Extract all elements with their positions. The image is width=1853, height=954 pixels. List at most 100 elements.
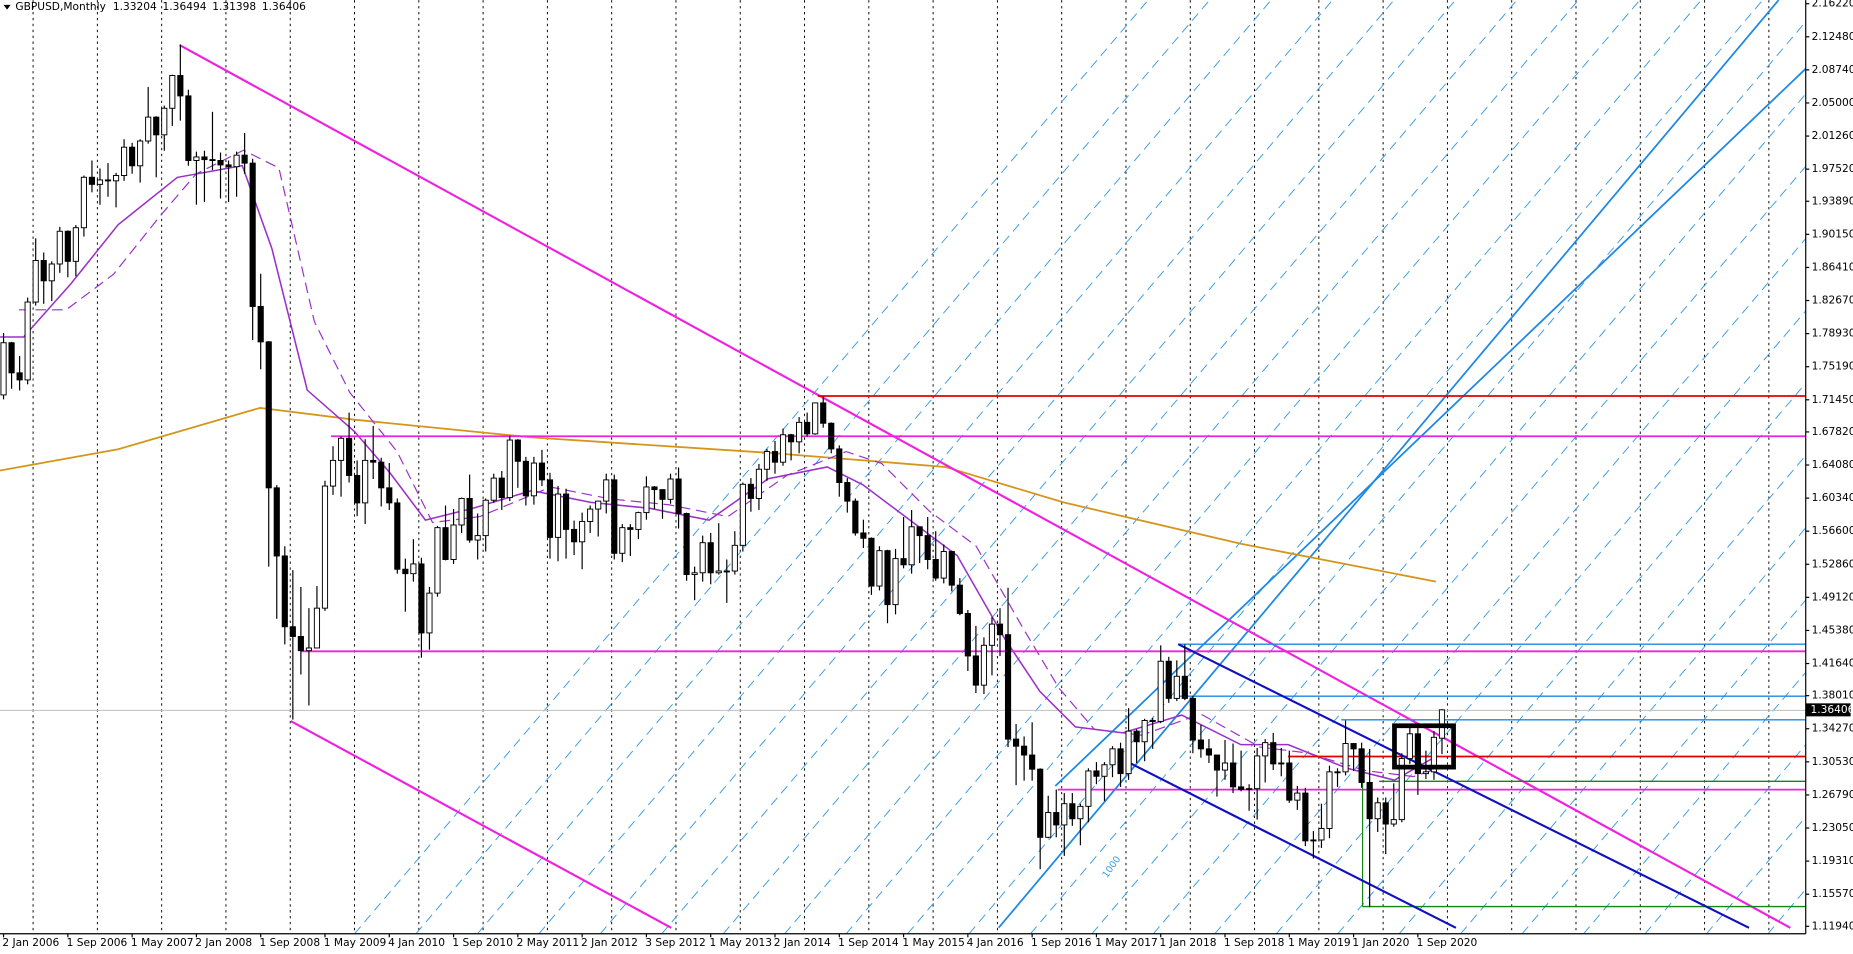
- candle-body: [137, 140, 144, 167]
- candle-body: [579, 520, 586, 543]
- candle-body: [659, 489, 666, 500]
- candle-body: [731, 544, 738, 572]
- candle-body: [418, 563, 425, 634]
- candle-body: [32, 259, 39, 303]
- candle-body: [876, 550, 883, 587]
- candle-body: [900, 558, 907, 566]
- candle-body: [56, 230, 63, 265]
- candle-body: [153, 116, 160, 136]
- candle-body: [1029, 754, 1036, 770]
- candle-body: [506, 439, 513, 499]
- fan-line: [1398, 454, 1806, 934]
- candle-body: [209, 159, 216, 162]
- candle-body: [1246, 788, 1253, 791]
- candle-body: [1141, 720, 1148, 743]
- close: 1.36406: [262, 0, 306, 13]
- candle-body: [828, 422, 835, 450]
- x-tick-label: 1 Sep 2010: [452, 936, 513, 949]
- candle-body: [820, 402, 827, 424]
- x-tick-label: 1 Sep 2018: [1224, 936, 1285, 949]
- fan-line: [599, 0, 1395, 934]
- high: 1.36494: [163, 0, 207, 13]
- candles: [0, 44, 1446, 908]
- candle-body: [892, 558, 899, 606]
- y-tick-label: 1.78930: [1812, 327, 1853, 340]
- candle-body: [1149, 720, 1156, 722]
- candle-body: [450, 524, 457, 560]
- candle-body: [249, 162, 256, 307]
- candle-body: [1398, 758, 1405, 821]
- candle-body: [305, 647, 312, 652]
- candle-body: [0, 342, 7, 396]
- x-tick-label: 1 May 2017: [1095, 936, 1158, 949]
- y-tick-label: 1.90150: [1812, 227, 1853, 240]
- candle-body: [715, 570, 722, 574]
- candle-body: [241, 154, 248, 164]
- candle-body: [1238, 786, 1245, 791]
- candle-body: [64, 230, 71, 262]
- ma-200: [0, 406, 1437, 583]
- y-tick-label: 1.52860: [1812, 557, 1853, 570]
- x-tick-label: 1 May 2013: [710, 936, 773, 949]
- candle-body: [667, 478, 674, 500]
- candle-body: [217, 160, 224, 166]
- candle-body: [233, 154, 240, 168]
- candle-body: [378, 461, 385, 489]
- candle-body: [587, 508, 594, 522]
- candle-body: [329, 459, 337, 487]
- candle-body: [1294, 792, 1301, 801]
- candle-body: [619, 527, 626, 554]
- candle-body: [201, 156, 208, 161]
- candle-body: [1278, 762, 1285, 765]
- x-tick-label: 1 Sep 2014: [838, 936, 899, 949]
- candle-body: [1189, 697, 1196, 741]
- fan-line: [1460, 527, 1806, 934]
- candle-body: [490, 477, 497, 501]
- candle-body: [595, 500, 602, 510]
- candle-body: [643, 486, 650, 514]
- candle-body: [1221, 762, 1229, 771]
- low: 1.31398: [212, 0, 256, 13]
- drawings: [0, 0, 1807, 929]
- highlight-box: [1392, 723, 1456, 770]
- fan-line: [1521, 599, 1806, 934]
- candle-body: [80, 176, 87, 229]
- candle-body: [771, 451, 779, 463]
- candle-body: [72, 227, 79, 262]
- candle-body: [402, 568, 409, 575]
- candle-body: [1254, 755, 1261, 790]
- candle-body: [313, 607, 321, 649]
- candle-body: [257, 305, 264, 343]
- candle-body: [8, 342, 15, 374]
- candle-body: [779, 434, 787, 463]
- fan-line: [968, 0, 1763, 934]
- candle-body: [1181, 675, 1188, 699]
- candle-body: [996, 623, 1004, 636]
- fan-line: [784, 0, 1579, 934]
- candle-body: [24, 301, 31, 381]
- y-tick-label: 1.75190: [1812, 360, 1853, 373]
- candle-body: [48, 263, 55, 282]
- candle-body: [562, 493, 570, 530]
- price-marker: [1805, 703, 1851, 717]
- candle-body: [96, 179, 104, 185]
- x-tick-label: 1 Sep 2006: [67, 936, 128, 949]
- fan-line: [1337, 382, 1806, 934]
- candle-body: [1069, 803, 1076, 820]
- candle-body: [988, 623, 996, 646]
- candle-body: [1286, 762, 1293, 801]
- candle-body: [747, 483, 754, 499]
- y-tick-label: 1.97520: [1812, 162, 1853, 175]
- y-tick-label: 1.34270: [1812, 722, 1853, 735]
- candle-body: [1053, 812, 1060, 826]
- candle-body: [571, 528, 578, 543]
- candle-body: [972, 655, 979, 686]
- candle-body: [346, 437, 353, 476]
- fan-line: [1054, 68, 1807, 787]
- candle-body: [1318, 827, 1325, 841]
- fan-line: [661, 0, 1456, 934]
- y-tick-label: 1.93890: [1812, 194, 1853, 207]
- y-tick-label: 2.05000: [1812, 96, 1853, 109]
